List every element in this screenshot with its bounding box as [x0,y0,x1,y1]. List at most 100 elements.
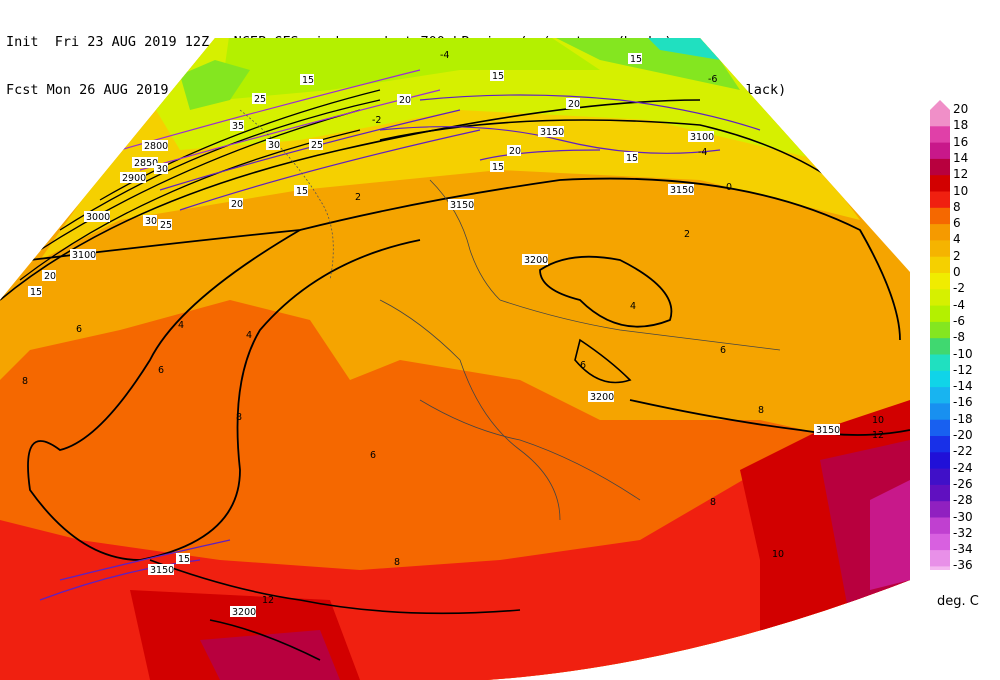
color-legend [930,100,950,570]
wind-label: 20 [231,199,243,210]
legend-swatch [930,321,950,339]
legend-swatch [930,126,950,144]
legend-swatch [930,452,950,470]
legend-swatch [930,468,950,486]
legend-level-label: 14 [953,150,969,165]
wind-label: 20 [399,95,411,106]
legend-swatch [930,224,950,241]
wind-label: 20 [44,271,56,282]
wind-label: 15 [296,186,308,197]
wind-label: 30 [156,164,168,175]
legend-level-label: -2 [953,281,965,296]
legend-swatch [930,158,950,176]
wind-label: 20 [568,99,580,110]
legend-level-label: 12 [953,167,969,182]
legend-swatch [930,338,950,355]
legend-level-label: -32 [953,525,973,540]
legend-level-label: -26 [953,476,973,491]
legend-swatch [930,436,950,453]
wind-label: 15 [492,71,504,82]
temp-label: 6 [580,360,586,371]
wind-label: 15 [630,54,642,65]
temp-label: 12 [872,430,884,441]
temp-label: 6 [720,345,726,356]
legend-level-label: 2 [953,248,961,263]
temp-label: -4 [698,147,707,158]
temp-label: 8 [758,405,764,416]
legend-level-label: -24 [953,460,973,475]
legend-level-label: 6 [953,216,961,231]
legend-arrow-top [930,100,950,110]
legend-level-label: -28 [953,493,973,508]
height-label: 3200 [590,392,614,403]
temp-label: 2 [355,192,361,203]
legend-swatch [930,419,950,437]
legend-level-label: 4 [953,232,961,247]
height-label: 3150 [540,127,564,138]
wind-label: 25 [160,220,172,231]
legend-level-label: -12 [953,362,973,377]
legend-swatch [930,289,950,307]
wind-label: 25 [254,94,266,105]
wind-label: 15 [30,287,42,298]
legend-swatch [930,484,950,502]
legend-swatch [930,142,950,160]
legend-swatch [930,403,950,421]
legend-swatch [930,387,950,404]
legend-level-label: -22 [953,444,973,459]
temp-label: 6 [76,324,82,335]
temp-label: 10 [872,415,884,426]
legend-level-label: -4 [953,297,965,312]
temp-label: -2 [372,115,381,126]
legend-swatch [930,207,950,225]
temp-label: 6 [158,365,164,376]
wind-label: 25 [311,140,323,151]
legend-swatch [930,305,950,323]
wind-label: 30 [268,140,280,151]
legend-level-label: 8 [953,199,961,214]
legend-units: deg. C [937,594,979,609]
legend-swatch [930,191,950,209]
legend-level-label: 16 [953,134,969,149]
legend-swatch [930,110,950,127]
legend-level-label: -16 [953,395,973,410]
temp-label: 0 [726,182,732,193]
wind-label: 15 [302,75,314,86]
height-label: 3200 [232,607,256,618]
height-label: 2800 [144,141,168,152]
height-label: 3150 [450,200,474,211]
temp-label: 4 [246,330,252,341]
legend-level-label: -34 [953,542,973,557]
temp-label: -4 [440,50,449,61]
wind-label: 15 [492,162,504,173]
height-contour-lines [0,69,910,661]
legend-swatch [930,501,950,518]
legend-level-label: -6 [953,313,965,328]
wind-label: 30 [145,216,157,227]
temp-label: 10 [772,549,784,560]
legend-level-label: -36 [953,558,973,573]
legend-level-label: 0 [953,265,961,279]
legend-swatch [930,566,950,570]
temp-label: -6 [708,74,717,85]
temp-label: 2 [684,229,690,240]
temp-label: 4 [178,320,184,331]
height-label: 3150 [670,185,694,196]
legend-swatch [930,550,950,567]
height-label: 3150 [816,425,840,436]
temp-label: 8 [710,497,716,508]
legend-swatch [930,517,950,535]
legend-swatch [930,175,950,192]
wind-label: 15 [626,153,638,164]
height-label: 3100 [690,132,714,143]
contour-labels: 2800 2850 2900 3000 3100 3100 3150 3150 … [22,50,884,618]
legend-swatch [930,533,950,551]
height-label: 3100 [72,250,96,261]
temperature-shading [0,38,910,680]
temp-label: 8 [236,412,242,423]
wind-label: 20 [509,146,521,157]
legend-level-label: 20 [953,102,969,116]
legend-swatch [930,370,950,388]
legend-swatch [930,354,950,372]
